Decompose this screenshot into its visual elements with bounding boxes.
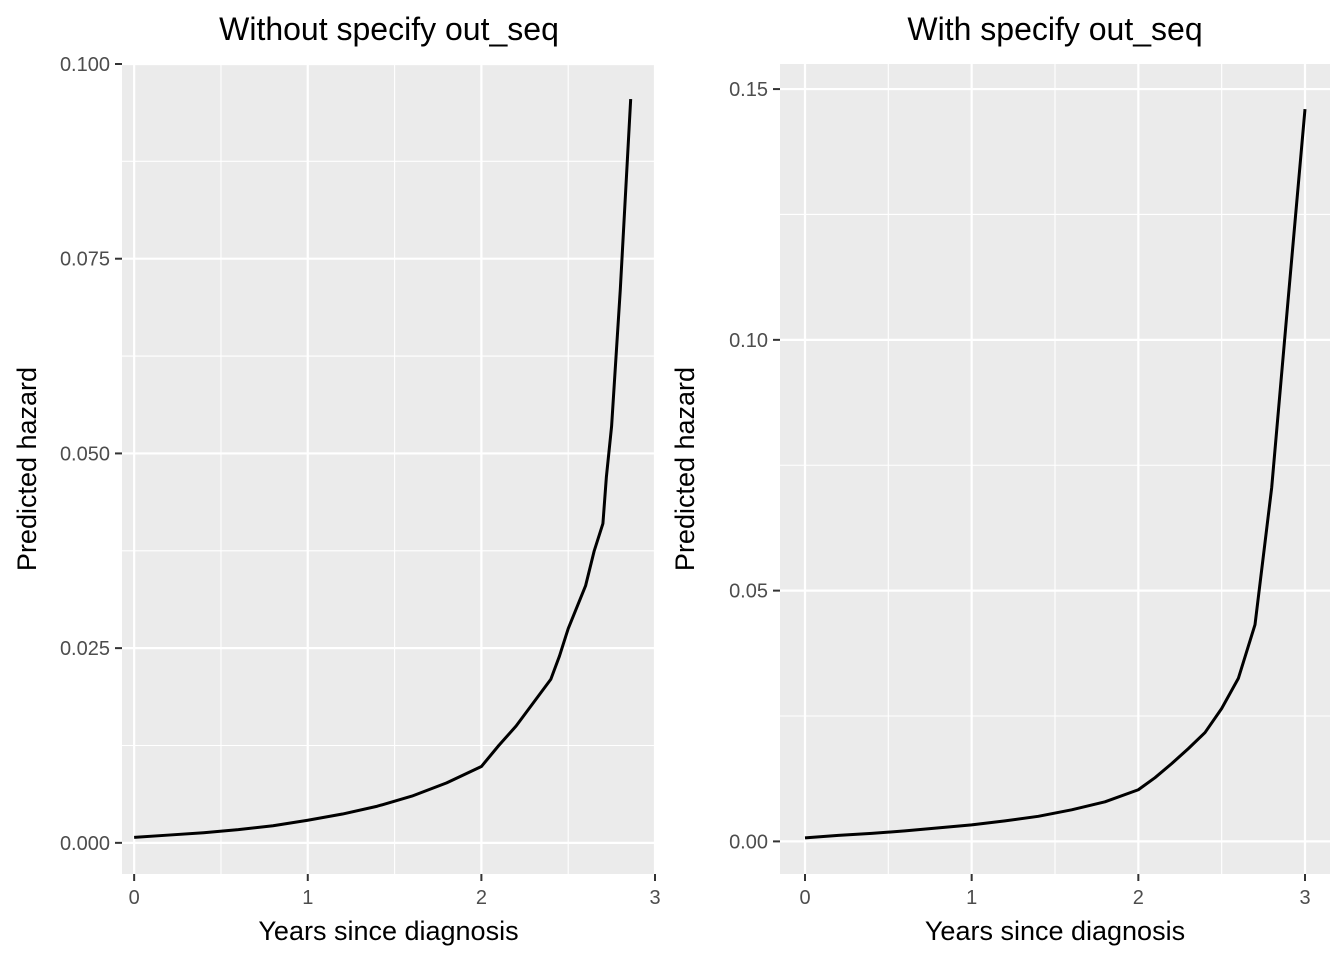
chart-title: With specify out_seq	[907, 11, 1202, 47]
y-tick-label: 0.15	[729, 79, 768, 101]
x-tick-label: 1	[966, 887, 977, 909]
x-tick-label: 0	[799, 887, 810, 909]
x-tick-label: 1	[302, 887, 313, 909]
y-axis-title: Predicted hazard	[12, 367, 42, 571]
x-tick-label: 2	[476, 887, 487, 909]
chart-panel-2: 0 1 2 3 0.00 0.05 0.10 0.15 With specify out_seq…	[670, 11, 1330, 946]
chart-panel-1: 0 1 2 3 0.000 0.025 0.050 0.075 0.100 Without spe…	[12, 11, 661, 946]
y-axis-title: Predicted hazard	[670, 367, 700, 571]
chart-title: Without specify out_seq	[219, 11, 559, 47]
x-axis-title: Years since diagnosis	[258, 916, 518, 946]
y-tick-label: 0.000	[60, 833, 110, 855]
plot-background	[122, 64, 655, 874]
y-tick-label: 0.050	[60, 443, 110, 465]
y-tick-label: 0.00	[729, 831, 768, 853]
y-tick-label: 0.100	[60, 54, 110, 76]
x-tick-label: 3	[1299, 887, 1310, 909]
x-axis-title: Years since diagnosis	[925, 916, 1185, 946]
y-tick-label: 0.025	[60, 638, 110, 660]
series-line-1	[134, 98, 633, 839]
y-tick-label: 0.10	[729, 330, 768, 352]
x-tick-label: 0	[129, 887, 140, 909]
x-tick-label: 3	[649, 887, 660, 909]
series-line-1	[804, 109, 1307, 840]
y-tick-label: 0.05	[729, 581, 768, 603]
x-tick-label: 2	[1133, 887, 1144, 909]
y-tick-label: 0.075	[60, 249, 110, 271]
